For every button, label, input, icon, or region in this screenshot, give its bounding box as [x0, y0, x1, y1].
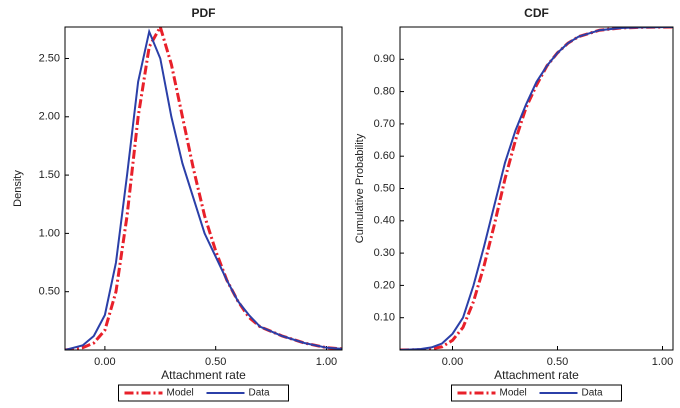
y-tick-label: 2.00	[39, 111, 60, 123]
data-line	[400, 27, 673, 350]
y-tick-label: 1.00	[39, 227, 60, 239]
legend-box	[118, 384, 289, 402]
y-axis-label: Density	[12, 170, 24, 207]
chart-title: CDF	[524, 6, 549, 20]
y-tick-label: 2.50	[39, 52, 60, 64]
y-tick-label: 0.80	[374, 86, 395, 98]
data-line	[65, 27, 342, 350]
legend-label: Model	[167, 388, 194, 399]
axes-box	[399, 26, 674, 351]
y-tick-label: 0.10	[374, 312, 395, 324]
legend-label: Data	[582, 388, 604, 399]
chart-title: PDF	[192, 6, 216, 20]
y-tick-label: 0.50	[374, 182, 395, 194]
y-tick-label: 0.60	[374, 150, 395, 162]
y-tick-label: 1.50	[39, 169, 60, 181]
x-tick-label: 1.00	[652, 356, 673, 368]
x-axis-label: Attachment rate	[161, 368, 246, 382]
y-tick-label: 0.50	[39, 286, 60, 298]
axes-box	[64, 26, 343, 351]
x-tick-label: 0.50	[205, 356, 226, 368]
x-tick-label: 1.00	[316, 356, 337, 368]
legend-label: Model	[500, 388, 527, 399]
x-tick-label: 0.50	[547, 356, 568, 368]
y-tick-label: 0.90	[374, 53, 395, 65]
x-axis-label: Attachment rate	[494, 368, 579, 382]
legend-box	[451, 384, 622, 402]
y-tick-label: 0.20	[374, 279, 395, 291]
data-line	[400, 27, 673, 350]
y-axis-label: Cumulative Probability	[354, 133, 366, 243]
x-tick-label: 0.00	[94, 356, 115, 368]
data-line	[65, 28, 342, 350]
x-tick-label: 0.00	[442, 356, 463, 368]
y-tick-label: 0.40	[374, 215, 395, 227]
legend-label: Data	[249, 388, 271, 399]
y-tick-label: 0.70	[374, 118, 395, 130]
y-tick-label: 0.30	[374, 247, 395, 259]
